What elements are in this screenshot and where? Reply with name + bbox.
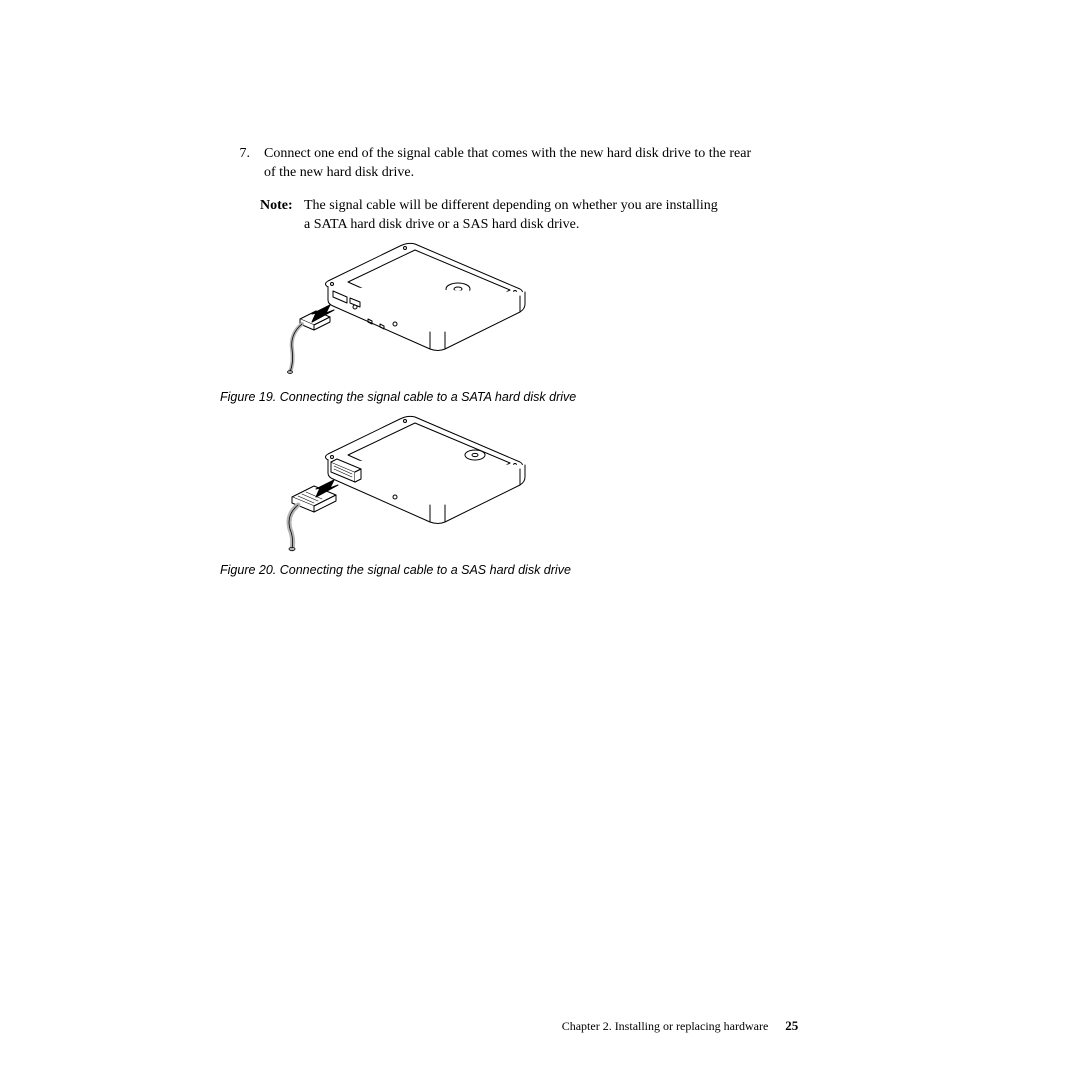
- step-text: Connect one end of the signal cable that…: [264, 145, 759, 183]
- figure-19-caption: Figure 19. Connecting the signal cable t…: [220, 390, 580, 404]
- sas-drive-icon: [220, 407, 580, 557]
- note-text: The signal cable will be different depen…: [304, 197, 724, 235]
- note-label: Note:: [260, 197, 300, 216]
- figure-19: Figure 19. Connecting the signal cable t…: [220, 234, 580, 404]
- footer-chapter: Chapter 2. Installing or replacing hardw…: [562, 1019, 769, 1033]
- step-7: 7. Connect one end of the signal cable t…: [230, 145, 760, 235]
- page-root: 7. Connect one end of the signal cable t…: [0, 0, 1080, 1080]
- step-number: 7.: [230, 145, 250, 164]
- page-footer: Chapter 2. Installing or replacing hardw…: [0, 1017, 1080, 1035]
- sata-drive-icon: [220, 234, 580, 384]
- figure-20: Figure 20. Connecting the signal cable t…: [220, 407, 580, 577]
- footer-page-number: 25: [785, 1018, 798, 1033]
- figure-20-caption: Figure 20. Connecting the signal cable t…: [220, 563, 580, 577]
- note-block: Note: The signal cable will be different…: [260, 197, 760, 235]
